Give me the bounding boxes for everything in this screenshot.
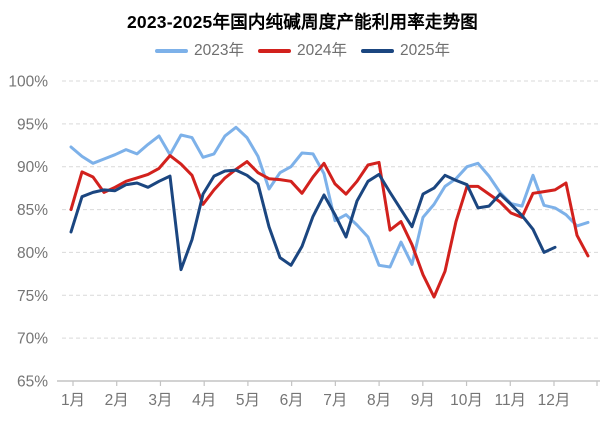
x-axis-label-6: 6月	[280, 392, 304, 409]
line-plot-area: 100% 95% 90% 85% 80% 75% 70% 65% 1月 2月 3月 4月 5月 6月 7月 8…	[8, 74, 600, 409]
series-line-2023	[69, 125, 590, 269]
y-axis-label-95: 95%	[17, 116, 48, 133]
chart-title: 2023-2025年国内纯碱周度产能利用率走势图	[127, 12, 478, 32]
x-axis-label-2: 2月	[105, 392, 129, 409]
x-axis-label-10: 10月	[450, 392, 483, 409]
y-axis-label-90: 90%	[17, 159, 48, 176]
y-axis-label-70: 70%	[17, 331, 48, 348]
x-axis-label-1: 1月	[61, 392, 85, 409]
x-axis-label-12: 12月	[538, 392, 571, 409]
legend-item-label: 2024年	[297, 42, 347, 60]
chart-legend: 2023年 2024年 2025年	[0, 41, 605, 61]
y-axis-label-75: 75%	[17, 288, 48, 305]
y-axis-label-100: 100%	[8, 74, 48, 91]
legend-line-swatch-icon	[360, 49, 394, 53]
x-axis-label-7: 7月	[323, 392, 347, 409]
x-axis-label-8: 8月	[367, 392, 391, 409]
legend-item-2024[interactable]: 2024年	[258, 43, 347, 59]
series-line-2024	[69, 154, 590, 299]
y-axis-label-80: 80%	[17, 245, 48, 262]
x-axis-label-11: 11月	[494, 392, 526, 409]
x-axis-label-9: 9月	[411, 392, 435, 409]
series-line-2025	[69, 168, 557, 272]
y-axis-label-65: 65%	[17, 374, 48, 391]
legend-item-2025[interactable]: 2025年	[360, 42, 450, 60]
x-axis-label-5: 5月	[236, 392, 260, 409]
legend-item-label: 2023年	[194, 42, 244, 60]
x-axis-label-3: 3月	[148, 392, 172, 409]
x-axis-label-4: 4月	[192, 392, 216, 409]
legend-item-2023[interactable]: 2023年	[155, 43, 244, 59]
legend-line-swatch-icon	[258, 49, 291, 53]
legend-item-label: 2025年	[399, 42, 450, 60]
legend-line-swatch-icon	[155, 49, 189, 53]
y-axis-label-85: 85%	[17, 202, 48, 219]
